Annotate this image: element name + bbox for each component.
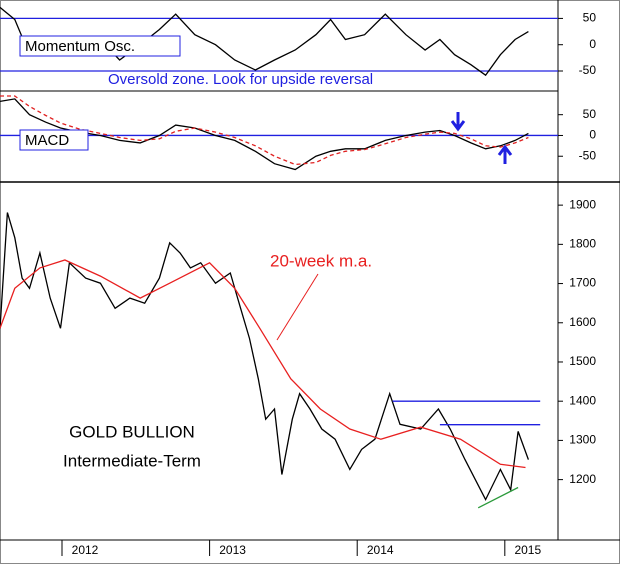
series-line <box>0 95 529 166</box>
x-tick-label: 2013 <box>219 543 246 557</box>
y-tick-label: 0 <box>589 37 596 51</box>
y-tick-label: 1400 <box>569 393 596 407</box>
up-arrow <box>497 144 513 164</box>
ma-annotation: 20-week m.a. <box>270 251 372 270</box>
y-tick-label: -50 <box>579 63 597 77</box>
y-tick-label: 1700 <box>569 276 596 290</box>
y-tick-label: 1300 <box>569 433 596 447</box>
y-tick-label: 50 <box>583 11 597 25</box>
x-tick-label: 2012 <box>72 543 99 557</box>
y-tick-label: 1500 <box>569 354 596 368</box>
macd-label: MACD <box>25 132 69 149</box>
y-tick-label: 1900 <box>569 197 596 211</box>
y-tick-label: 1600 <box>569 315 596 329</box>
label-box <box>19 35 181 57</box>
down-arrow <box>450 112 466 132</box>
title-line: GOLD BULLION <box>69 422 195 441</box>
y-tick-label: 0 <box>589 128 596 142</box>
label-box <box>19 129 89 151</box>
y-tick-label: -50 <box>579 148 597 162</box>
momentum-label: Momentum Osc. <box>25 38 135 55</box>
title-line: Intermediate-Term <box>63 451 201 470</box>
y-tick-label: 1200 <box>569 472 596 486</box>
y-tick-label: 50 <box>583 107 597 121</box>
series-line <box>0 212 530 502</box>
series-line <box>477 486 519 509</box>
momentum-note: Oversold zone. Look for upside reversal <box>108 71 373 88</box>
x-tick-label: 2014 <box>367 543 394 557</box>
series-line <box>0 259 526 469</box>
y-tick-label: 1800 <box>569 237 596 251</box>
plots: -50 0 50 -50 0 50 1200 1300 1400 1500 1600 1700 1800… <box>0 6 597 557</box>
annotation-pointer <box>276 273 319 341</box>
x-tick-label: 2015 <box>514 543 541 557</box>
